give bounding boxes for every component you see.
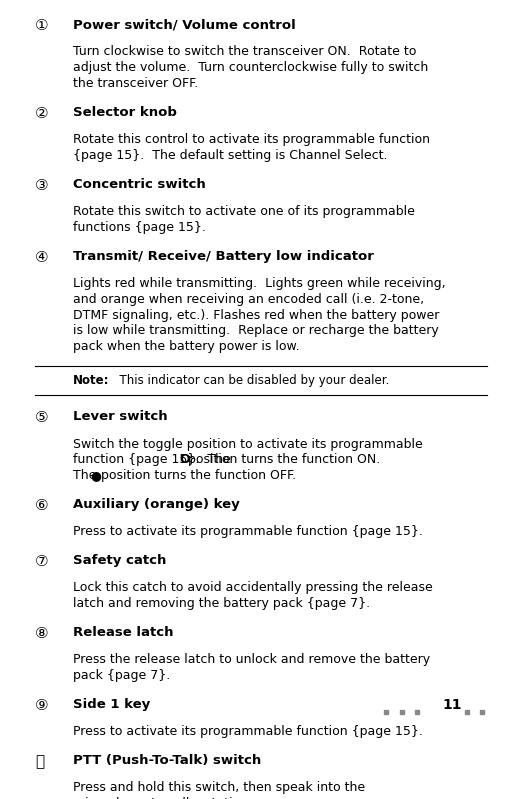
Text: Switch the toggle position to activate its programmable: Switch the toggle position to activate i… (73, 438, 422, 451)
Text: Press and hold this switch, then speak into the: Press and hold this switch, then speak i… (73, 781, 365, 794)
Text: Transmit/ Receive/ Battery low indicator: Transmit/ Receive/ Battery low indicator (73, 249, 373, 263)
Text: Rotate this control to activate its programmable function: Rotate this control to activate its prog… (73, 133, 430, 146)
Text: 11: 11 (442, 698, 461, 712)
Text: Release latch: Release latch (73, 626, 173, 639)
Text: The: The (73, 469, 100, 483)
Text: ⑦: ⑦ (35, 555, 49, 569)
Text: ②: ② (35, 105, 49, 121)
Text: ⑧: ⑧ (35, 626, 49, 641)
Text: ⓪: ⓪ (35, 754, 44, 769)
Text: ●: ● (90, 469, 100, 483)
Text: Rotate this switch to activate one of its programmable: Rotate this switch to activate one of it… (73, 205, 414, 218)
Text: PTT (Push-To-Talk) switch: PTT (Push-To-Talk) switch (73, 754, 261, 767)
Text: Press to activate its programmable function {page 15}.: Press to activate its programmable funct… (73, 525, 423, 539)
Text: Safety catch: Safety catch (73, 555, 166, 567)
Text: ⑨: ⑨ (35, 698, 49, 713)
Text: ⑥: ⑥ (35, 498, 49, 513)
Text: Concentric switch: Concentric switch (73, 177, 206, 191)
Text: This indicator can be disabled by your dealer.: This indicator can be disabled by your d… (112, 373, 389, 387)
Text: Lever switch: Lever switch (73, 410, 167, 423)
Text: Lights red while transmitting.  Lights green while receiving,: Lights red while transmitting. Lights gr… (73, 277, 446, 290)
Text: {page 15}.  The default setting is Channel Select.: {page 15}. The default setting is Channe… (73, 149, 387, 162)
Text: functions {page 15}.: functions {page 15}. (73, 221, 206, 234)
Text: pack {page 7}.: pack {page 7}. (73, 670, 170, 682)
Text: ①: ① (35, 18, 49, 33)
Text: microphone to call a station.: microphone to call a station. (73, 797, 252, 799)
Text: pack when the battery power is low.: pack when the battery power is low. (73, 340, 299, 353)
Text: O: O (179, 453, 190, 467)
Text: Turn clockwise to switch the transceiver ON.  Rotate to: Turn clockwise to switch the transceiver… (73, 46, 416, 58)
Text: and orange when receiving an encoded call (i.e. 2-tone,: and orange when receiving an encoded cal… (73, 292, 424, 306)
Text: is low while transmitting.  Replace or recharge the battery: is low while transmitting. Replace or re… (73, 324, 439, 337)
Text: ③: ③ (35, 177, 49, 193)
Text: Lock this catch to avoid accidentally pressing the release: Lock this catch to avoid accidentally pr… (73, 582, 432, 594)
Text: ⑤: ⑤ (35, 410, 49, 425)
Text: Auxiliary (orange) key: Auxiliary (orange) key (73, 498, 239, 511)
Text: Side 1 key: Side 1 key (73, 698, 150, 711)
Text: Press to activate its programmable function {page 15}.: Press to activate its programmable funct… (73, 725, 423, 738)
Text: Power switch/ Volume control: Power switch/ Volume control (73, 18, 296, 31)
Text: DTMF signaling, etc.). Flashes red when the battery power: DTMF signaling, etc.). Flashes red when … (73, 308, 439, 322)
Text: Note:: Note: (73, 373, 109, 387)
Text: latch and removing the battery pack {page 7}.: latch and removing the battery pack {pag… (73, 597, 370, 610)
Text: Press the release latch to unlock and remove the battery: Press the release latch to unlock and re… (73, 654, 430, 666)
Text: position turns the function ON.: position turns the function ON. (184, 453, 380, 467)
Text: Selector knob: Selector knob (73, 105, 177, 119)
Text: function {page 15}.  The: function {page 15}. The (73, 453, 235, 467)
Text: ④: ④ (35, 249, 49, 264)
Text: position turns the function OFF.: position turns the function OFF. (97, 469, 296, 483)
Text: the transceiver OFF.: the transceiver OFF. (73, 77, 198, 90)
Text: adjust the volume.  Turn counterclockwise fully to switch: adjust the volume. Turn counterclockwise… (73, 61, 428, 74)
